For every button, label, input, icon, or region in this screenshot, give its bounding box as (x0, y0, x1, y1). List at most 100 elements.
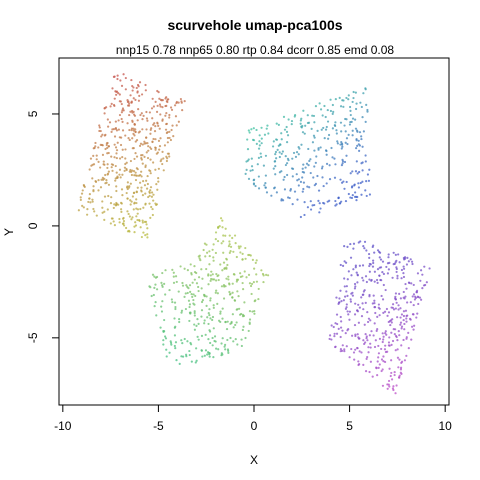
data-point (100, 178, 103, 181)
data-point (339, 350, 342, 353)
data-point (283, 175, 286, 179)
data-point (404, 309, 408, 312)
data-point (92, 185, 95, 188)
data-point (138, 144, 142, 147)
data-point (231, 296, 234, 299)
data-point (333, 335, 336, 338)
data-point (115, 171, 118, 174)
data-point (245, 276, 248, 279)
data-point (326, 200, 329, 203)
data-point (107, 194, 110, 198)
data-point (119, 176, 122, 179)
data-point (178, 362, 181, 365)
data-point (264, 182, 267, 185)
data-point (208, 263, 211, 266)
data-point (163, 282, 166, 285)
data-point (390, 378, 394, 381)
data-point (172, 271, 175, 274)
data-point (236, 278, 240, 281)
y-axis-label: Y (2, 228, 16, 236)
data-point (352, 90, 355, 94)
data-point (390, 343, 393, 347)
data-point (154, 301, 157, 304)
data-point (278, 171, 281, 174)
data-point (338, 96, 341, 99)
data-point (370, 330, 373, 333)
x-axis: -10 -5 0 5 10 (54, 404, 452, 433)
data-point (333, 157, 336, 160)
data-point (170, 108, 174, 111)
data-point (357, 337, 361, 340)
data-point (288, 196, 291, 200)
data-point (257, 147, 261, 150)
data-point (159, 105, 162, 108)
data-point (221, 353, 224, 356)
data-point (92, 163, 96, 166)
data-point (101, 153, 105, 156)
data-point (183, 337, 186, 341)
data-point (281, 150, 284, 153)
data-point (266, 124, 269, 127)
data-point (244, 336, 247, 340)
data-point (335, 332, 339, 335)
data-point (280, 138, 283, 141)
data-point (221, 317, 224, 320)
data-point (224, 321, 227, 324)
data-point (134, 224, 138, 227)
data-point (265, 273, 268, 277)
data-point (171, 300, 174, 304)
data-point (396, 339, 399, 342)
data-point (140, 175, 143, 178)
data-point (384, 288, 387, 292)
data-point (193, 323, 196, 326)
data-point (227, 244, 231, 248)
data-point (152, 199, 155, 202)
data-point (134, 171, 137, 174)
data-point (365, 103, 368, 106)
data-point (106, 152, 109, 155)
data-point (378, 363, 381, 366)
data-point (120, 117, 123, 121)
data-point (345, 345, 348, 348)
data-point (155, 275, 159, 279)
data-point (387, 268, 390, 271)
data-point (395, 301, 398, 304)
data-point (134, 178, 138, 182)
data-point (333, 332, 336, 335)
data-point (263, 184, 266, 187)
data-point (105, 143, 108, 147)
data-point (147, 195, 150, 199)
data-point (201, 299, 205, 302)
data-point (153, 130, 157, 133)
data-point (88, 168, 91, 171)
data-point (391, 318, 394, 321)
data-point (247, 158, 250, 161)
data-point (364, 88, 367, 91)
data-point (163, 144, 167, 147)
data-point (120, 102, 123, 106)
data-point (255, 142, 258, 145)
data-point (206, 316, 209, 319)
data-point (290, 119, 294, 123)
data-point (345, 180, 348, 184)
data-point (221, 226, 224, 229)
data-point (215, 289, 218, 292)
data-point (211, 318, 214, 322)
data-point (161, 119, 164, 122)
data-point (168, 351, 171, 354)
data-point (366, 311, 369, 314)
data-point (409, 318, 412, 321)
data-point (121, 194, 124, 197)
data-point (90, 164, 93, 167)
data-point (191, 281, 194, 284)
data-point (92, 207, 95, 211)
data-point (339, 289, 342, 292)
data-point (257, 156, 261, 159)
data-point (172, 275, 175, 278)
data-point (376, 268, 380, 271)
data-point (328, 337, 331, 341)
data-point (400, 325, 404, 328)
data-point (162, 157, 165, 160)
data-point (299, 180, 303, 183)
data-point (367, 252, 371, 256)
